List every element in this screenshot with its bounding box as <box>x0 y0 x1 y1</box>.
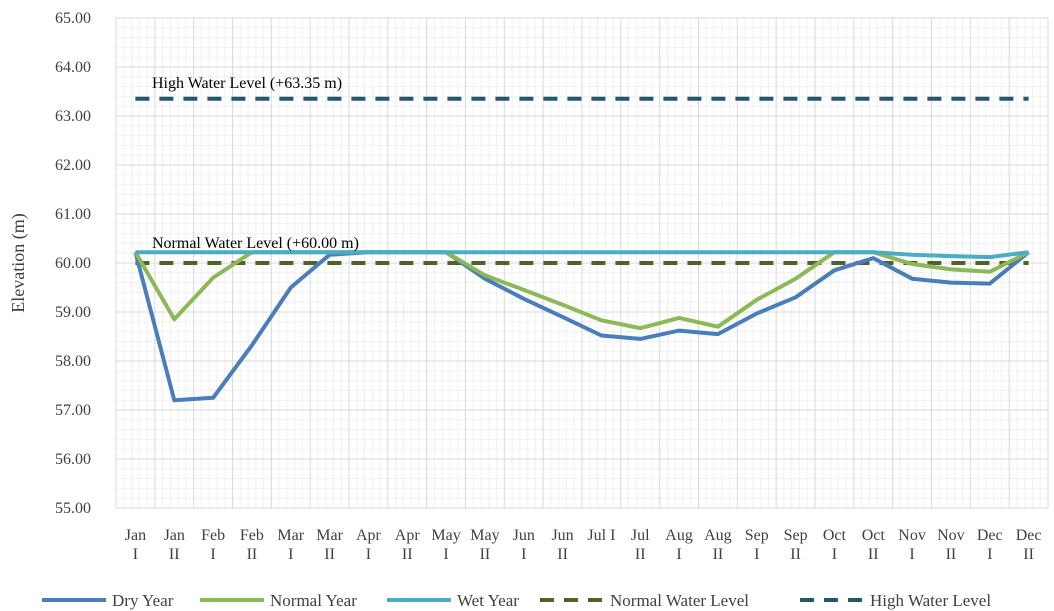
legend-label: Dry Year <box>112 591 174 610</box>
x-tick-label-line2: II <box>1023 546 1034 563</box>
legend-label: High Water Level <box>870 591 991 610</box>
x-tick-label-line2: II <box>946 546 957 563</box>
x-tick-label-line2: I <box>210 546 215 563</box>
x-tick-label: Mar <box>277 527 304 544</box>
x-tick-label-line2: I <box>987 546 992 563</box>
x-tick-label: Aug <box>665 527 693 544</box>
x-tick-label-line2: I <box>676 546 681 563</box>
x-tick-label: Jul <box>631 527 650 544</box>
x-tick-label: May <box>431 527 460 544</box>
y-axis-tick-labels: 55.00 56.00 57.00 58.00 59.00 60.00 61.00 62.00… <box>55 10 91 517</box>
x-tick-label-line2: II <box>247 546 258 563</box>
x-tick-label: Feb <box>240 527 264 544</box>
series-lines <box>133 96 1030 403</box>
x-tick-label-line2: I <box>366 546 371 563</box>
x-tick-label: Sep <box>745 527 769 544</box>
annotation-label: Normal Water Level (+60.00 m) <box>152 235 359 252</box>
x-tick-label: Jul I <box>587 527 615 544</box>
y-tick-label: 60.00 <box>55 255 91 272</box>
y-tick-label: 61.00 <box>55 206 91 223</box>
x-tick-label-line2: II <box>868 546 879 563</box>
x-tick-label: Jun <box>513 527 535 544</box>
series-line-wet-year <box>135 250 1029 260</box>
x-tick-label: Dec <box>1016 527 1042 544</box>
x-tick-label-line2: I <box>443 546 448 563</box>
annotation-label: High Water Level (+63.35 m) <box>152 75 342 92</box>
x-tick-label-line2: II <box>557 546 568 563</box>
y-tick-label: 58.00 <box>55 353 91 370</box>
x-tick-label-line2: II <box>635 546 646 563</box>
x-tick-label-line2: I <box>832 546 837 563</box>
x-tick-label: May <box>470 527 499 544</box>
x-tick-label: Jan <box>164 527 185 544</box>
y-tick-label: 56.00 <box>55 451 91 468</box>
x-tick-label-line2: I <box>909 546 914 563</box>
x-tick-label-line2: I <box>288 546 293 563</box>
x-tick-label-line2: II <box>402 546 413 563</box>
x-tick-label: Jan <box>125 527 146 544</box>
y-tick-label: 63.00 <box>55 108 91 125</box>
x-tick-label: Jun <box>551 527 573 544</box>
x-tick-label-line2: I <box>754 546 759 563</box>
x-tick-label: Feb <box>201 527 225 544</box>
x-tick-label: Apr <box>395 527 421 544</box>
series-line-dry-year <box>133 250 1030 403</box>
x-tick-label-line2: I <box>133 546 138 563</box>
x-tick-label: Dec <box>977 527 1003 544</box>
x-axis-tick-labels: JanIJanIIFebIFebIIMarIMarIIAprIAprIIMayI… <box>125 527 1042 563</box>
x-tick-label: Oct <box>862 527 886 544</box>
annotations: High Water Level (+63.35 m) Normal Water … <box>152 75 359 252</box>
x-tick-label: Mar <box>316 527 343 544</box>
x-tick-label: Nov <box>937 527 965 544</box>
y-axis-label: Elevation (m) <box>8 213 29 312</box>
y-tick-label: 65.00 <box>55 10 91 27</box>
x-tick-label-line2: II <box>480 546 491 563</box>
y-tick-label: 62.00 <box>55 157 91 174</box>
x-tick-label-line2: II <box>324 546 335 563</box>
x-tick-label: Nov <box>898 527 926 544</box>
x-tick-label-line2: I <box>521 546 526 563</box>
legend-label: Normal Water Level <box>610 591 749 610</box>
legend-label: Wet Year <box>457 591 519 610</box>
y-tick-label: 59.00 <box>55 304 91 321</box>
x-tick-label: Sep <box>784 527 808 544</box>
x-tick-label: Apr <box>356 527 382 544</box>
legend: Dry Year Normal Year Wet Year Normal Water … <box>42 591 991 610</box>
x-tick-label-line2: II <box>790 546 801 563</box>
y-tick-label: 57.00 <box>55 402 91 419</box>
y-tick-label: 64.00 <box>55 59 91 76</box>
x-tick-label-line2: II <box>169 546 180 563</box>
x-tick-label-line2: II <box>713 546 724 563</box>
x-tick-label: Oct <box>823 527 847 544</box>
legend-label: Normal Year <box>270 591 357 610</box>
y-tick-label: 55.00 <box>55 500 91 517</box>
x-tick-label: Aug <box>704 527 732 544</box>
